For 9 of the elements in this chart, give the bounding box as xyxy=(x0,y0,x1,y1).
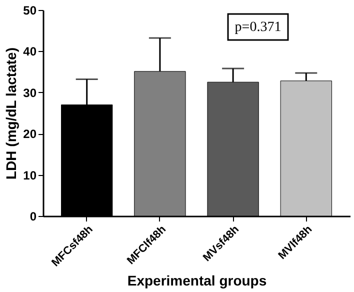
y-tick-label: 40 xyxy=(23,44,37,59)
x-axis-title: Experimental groups xyxy=(127,272,267,288)
y-tick-label: 0 xyxy=(30,210,37,224)
y-tick-label: 30 xyxy=(23,86,37,100)
y-tick-label: 20 xyxy=(23,127,37,142)
y-tick-label: 10 xyxy=(23,168,37,182)
y-tick-label: 50 xyxy=(23,4,37,18)
annotation: p=0.371 xyxy=(234,20,282,35)
y-axis-title: LDH (mg/dL lactate) xyxy=(3,48,20,180)
